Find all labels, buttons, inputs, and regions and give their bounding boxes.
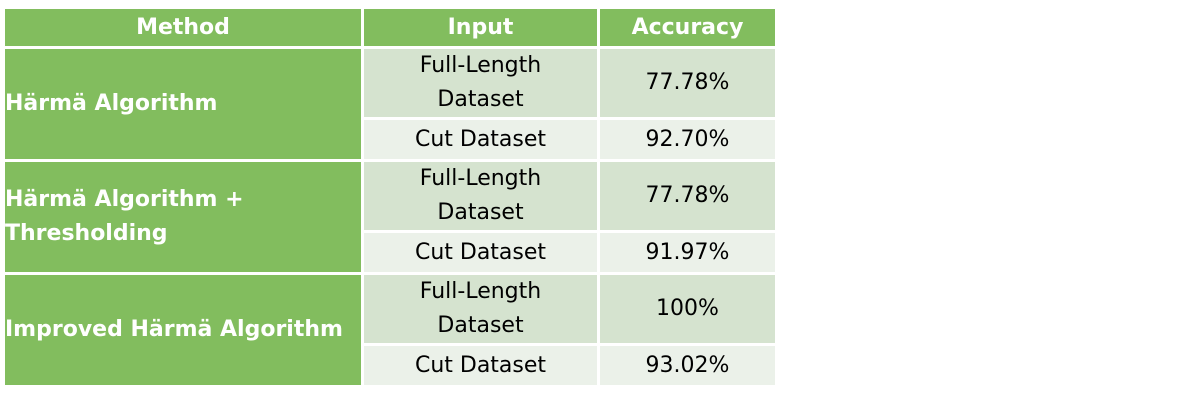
accuracy-cell: 100% [597, 272, 778, 346]
input-cell: Full-Length Dataset [361, 159, 600, 233]
accuracy-cell: 91.97% [597, 230, 778, 275]
header-input: Input [361, 6, 600, 49]
header-accuracy: Accuracy [597, 6, 778, 49]
table-row: Cut Dataset 93.02% [4, 343, 778, 388]
input-label: Cut Dataset [414, 126, 547, 152]
header-row: Method Input Accuracy [2, 6, 778, 49]
input-label: Cut Dataset [414, 239, 547, 265]
table-row: Härmä Algorithm + Thresholding Full-Leng… [2, 159, 778, 275]
input-cell: Cut Dataset [361, 343, 600, 388]
table-row: Cut Dataset 92.70% [4, 117, 778, 162]
table-row: Cut Dataset 91.97% [4, 230, 778, 275]
method-cell: Härmä Algorithm + Thresholding [2, 159, 364, 275]
input-label: Full-Length Dataset [419, 166, 542, 225]
input-cell: Cut Dataset [361, 117, 600, 162]
accuracy-cell: 77.78% [597, 46, 778, 120]
input-cell: Cut Dataset [361, 230, 600, 275]
input-cell: Full-Length Dataset [361, 46, 600, 120]
table-row: Improved Härmä Algorithm Full-Length Dat… [2, 272, 778, 388]
input-label: Cut Dataset [414, 352, 547, 378]
table-row: Härmä Algorithm Full-Length Dataset 77.7… [2, 46, 778, 162]
method-cell: Härmä Algorithm [2, 46, 364, 162]
accuracy-cell: 93.02% [597, 343, 778, 388]
input-label: Full-Length Dataset [419, 53, 542, 112]
accuracy-cell: 92.70% [597, 117, 778, 162]
results-table: Method Input Accuracy Härmä Algorithm Fu… [2, 6, 778, 388]
input-label: Full-Length Dataset [419, 279, 542, 338]
accuracy-cell: 77.78% [597, 159, 778, 233]
header-method: Method [2, 6, 364, 49]
input-cell: Full-Length Dataset [361, 272, 600, 346]
method-cell: Improved Härmä Algorithm [2, 272, 364, 388]
